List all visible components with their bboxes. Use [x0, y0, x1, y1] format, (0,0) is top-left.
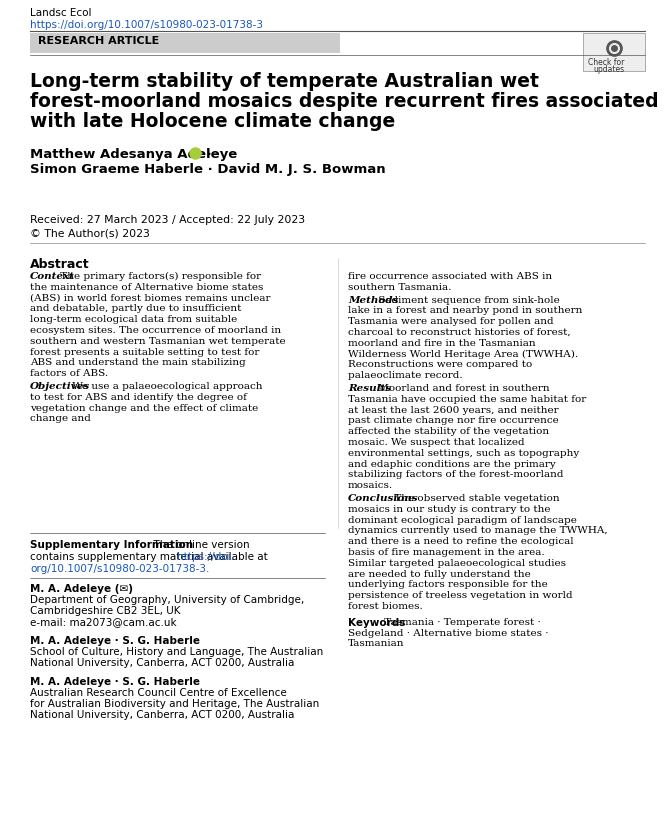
Text: factors of ABS.: factors of ABS.: [30, 369, 108, 378]
Text: basis of fire management in the area.: basis of fire management in the area.: [348, 548, 545, 557]
Text: Context: Context: [30, 272, 75, 281]
Text: ecosystem sites. The occurrence of moorland in: ecosystem sites. The occurrence of moorl…: [30, 326, 281, 335]
Text: (ABS) in world forest biomes remains unclear: (ABS) in world forest biomes remains unc…: [30, 294, 270, 303]
Text: forest presents a suitable setting to test for: forest presents a suitable setting to te…: [30, 348, 260, 357]
Text: persistence of treeless vegetation in world: persistence of treeless vegetation in wo…: [348, 591, 573, 600]
FancyBboxPatch shape: [583, 33, 645, 71]
Text: contains supplementary material available at: contains supplementary material availabl…: [30, 552, 271, 562]
Text: © The Author(s) 2023: © The Author(s) 2023: [30, 228, 150, 238]
Text: Matthew Adesanya Adeleye: Matthew Adesanya Adeleye: [30, 148, 237, 161]
Text: The primary factors(s) responsible for: The primary factors(s) responsible for: [58, 272, 262, 281]
Text: at least the last 2600 years, and neither: at least the last 2600 years, and neithe…: [348, 406, 559, 415]
Text: We use a palaeoecological approach: We use a palaeoecological approach: [69, 382, 262, 391]
Text: Department of Geography, University of Cambridge,: Department of Geography, University of C…: [30, 595, 304, 605]
Text: affected the stability of the vegetation: affected the stability of the vegetation: [348, 427, 549, 436]
Text: Check for: Check for: [588, 58, 624, 67]
Text: National University, Canberra, ACT 0200, Australia: National University, Canberra, ACT 0200,…: [30, 658, 294, 668]
Text: Simon Graeme Haberle · David M. J. S. Bowman: Simon Graeme Haberle · David M. J. S. Bo…: [30, 163, 385, 176]
Text: ·: ·: [202, 148, 212, 161]
Text: past climate change nor fire occurrence: past climate change nor fire occurrence: [348, 416, 559, 425]
Text: The online version: The online version: [147, 540, 250, 550]
Text: https://doi.org/10.1007/s10980-023-01738-3: https://doi.org/10.1007/s10980-023-01738…: [30, 20, 263, 30]
Text: Sedgeland · Alternative biome states ·: Sedgeland · Alternative biome states ·: [348, 628, 549, 637]
Text: Cambridgeshire CB2 3EL, UK: Cambridgeshire CB2 3EL, UK: [30, 606, 181, 616]
Text: moorland and fire in the Tasmanian: moorland and fire in the Tasmanian: [348, 339, 536, 348]
Text: e-mail: ma2073@cam.ac.uk: e-mail: ma2073@cam.ac.uk: [30, 617, 177, 627]
Text: vegetation change and the effect of climate: vegetation change and the effect of clim…: [30, 403, 258, 412]
Text: Similar targeted palaeoecological studies: Similar targeted palaeoecological studie…: [348, 559, 566, 568]
Text: Received: 27 March 2023 / Accepted: 22 July 2023: Received: 27 March 2023 / Accepted: 22 J…: [30, 215, 305, 225]
Text: Sediment sequence from sink-hole: Sediment sequence from sink-hole: [375, 295, 560, 304]
Text: Wilderness World Heritage Area (TWWHA).: Wilderness World Heritage Area (TWWHA).: [348, 349, 578, 359]
Text: RESEARCH ARTICLE: RESEARCH ARTICLE: [38, 36, 159, 46]
Text: the maintenance of Alternative biome states: the maintenance of Alternative biome sta…: [30, 283, 264, 292]
Text: for Australian Biodiversity and Heritage, The Australian: for Australian Biodiversity and Heritage…: [30, 699, 319, 709]
Text: Conclusions: Conclusions: [348, 494, 419, 503]
Text: ⓘ: ⓘ: [193, 149, 197, 158]
Text: Tasmania · Temperate forest ·: Tasmania · Temperate forest ·: [381, 618, 541, 627]
Text: Keywords: Keywords: [348, 618, 405, 627]
Text: lake in a forest and nearby pond in southern: lake in a forest and nearby pond in sout…: [348, 307, 583, 316]
Text: charcoal to reconstruct histories of forest,: charcoal to reconstruct histories of for…: [348, 328, 571, 337]
Text: environmental settings, such as topography: environmental settings, such as topograp…: [348, 449, 579, 458]
Text: Tasmanian: Tasmanian: [348, 640, 405, 649]
Text: Methods: Methods: [348, 295, 398, 304]
Text: southern Tasmania.: southern Tasmania.: [348, 283, 452, 292]
Text: underlying factors responsible for the: underlying factors responsible for the: [348, 581, 548, 590]
Text: mosaics in our study is contrary to the: mosaics in our study is contrary to the: [348, 505, 551, 514]
Text: National University, Canberra, ACT 0200, Australia: National University, Canberra, ACT 0200,…: [30, 710, 294, 720]
Text: southern and western Tasmanian wet temperate: southern and western Tasmanian wet tempe…: [30, 337, 286, 346]
Text: Long-term stability of temperate Australian wet: Long-term stability of temperate Austral…: [30, 72, 539, 91]
Text: Australian Research Council Centre of Excellence: Australian Research Council Centre of Ex…: [30, 688, 287, 698]
Text: Moorland and forest in southern: Moorland and forest in southern: [375, 384, 550, 393]
FancyBboxPatch shape: [30, 33, 340, 53]
Text: updates: updates: [593, 65, 624, 74]
Text: School of Culture, History and Language, The Australian: School of Culture, History and Language,…: [30, 647, 323, 657]
Text: palaeoclimate record.: palaeoclimate record.: [348, 371, 463, 380]
Text: Results: Results: [348, 384, 391, 393]
Text: org/10.1007/s10980-023-01738-3.: org/10.1007/s10980-023-01738-3.: [30, 564, 209, 574]
Text: Objectives: Objectives: [30, 382, 90, 391]
Text: with late Holocene climate change: with late Holocene climate change: [30, 112, 395, 131]
Text: mosaic. We suspect that localized: mosaic. We suspect that localized: [348, 438, 524, 447]
Text: to test for ABS and identify the degree of: to test for ABS and identify the degree …: [30, 393, 247, 402]
Text: long-term ecological data from suitable: long-term ecological data from suitable: [30, 315, 237, 324]
Text: Abstract: Abstract: [30, 258, 90, 271]
Text: forest biomes.: forest biomes.: [348, 602, 423, 611]
Text: change and: change and: [30, 415, 91, 424]
Text: fire occurrence associated with ABS in: fire occurrence associated with ABS in: [348, 272, 552, 281]
Text: mosaics.: mosaics.: [348, 481, 393, 490]
Text: Reconstructions were compared to: Reconstructions were compared to: [348, 361, 533, 370]
Text: and edaphic conditions are the primary: and edaphic conditions are the primary: [348, 460, 556, 469]
Text: forest-moorland mosaics despite recurrent fires associated: forest-moorland mosaics despite recurren…: [30, 92, 658, 111]
Text: https://doi.: https://doi.: [177, 552, 234, 562]
Text: The observed stable vegetation: The observed stable vegetation: [391, 494, 559, 503]
Text: M. A. Adeleye (✉): M. A. Adeleye (✉): [30, 584, 133, 594]
Text: Landsc Ecol: Landsc Ecol: [30, 8, 92, 18]
Text: and debatable, partly due to insufficient: and debatable, partly due to insufficien…: [30, 304, 242, 313]
Text: M. A. Adeleye · S. G. Haberle: M. A. Adeleye · S. G. Haberle: [30, 677, 200, 687]
Text: dominant ecological paradigm of landscape: dominant ecological paradigm of landscap…: [348, 515, 577, 524]
Text: M. A. Adeleye · S. G. Haberle: M. A. Adeleye · S. G. Haberle: [30, 636, 200, 646]
Text: Supplementary Information: Supplementary Information: [30, 540, 193, 550]
Text: and there is a need to refine the ecological: and there is a need to refine the ecolog…: [348, 537, 573, 546]
Text: ABS and understand the main stabilizing: ABS and understand the main stabilizing: [30, 358, 246, 367]
Text: Tasmania have occupied the same habitat for: Tasmania have occupied the same habitat …: [348, 395, 586, 404]
Text: are needed to fully understand the: are needed to fully understand the: [348, 569, 531, 578]
Text: stabilizing factors of the forest-moorland: stabilizing factors of the forest-moorla…: [348, 470, 563, 479]
Text: Tasmania were analysed for pollen and: Tasmania were analysed for pollen and: [348, 317, 554, 326]
Text: dynamics currently used to manage the TWWHA,: dynamics currently used to manage the TW…: [348, 527, 607, 536]
